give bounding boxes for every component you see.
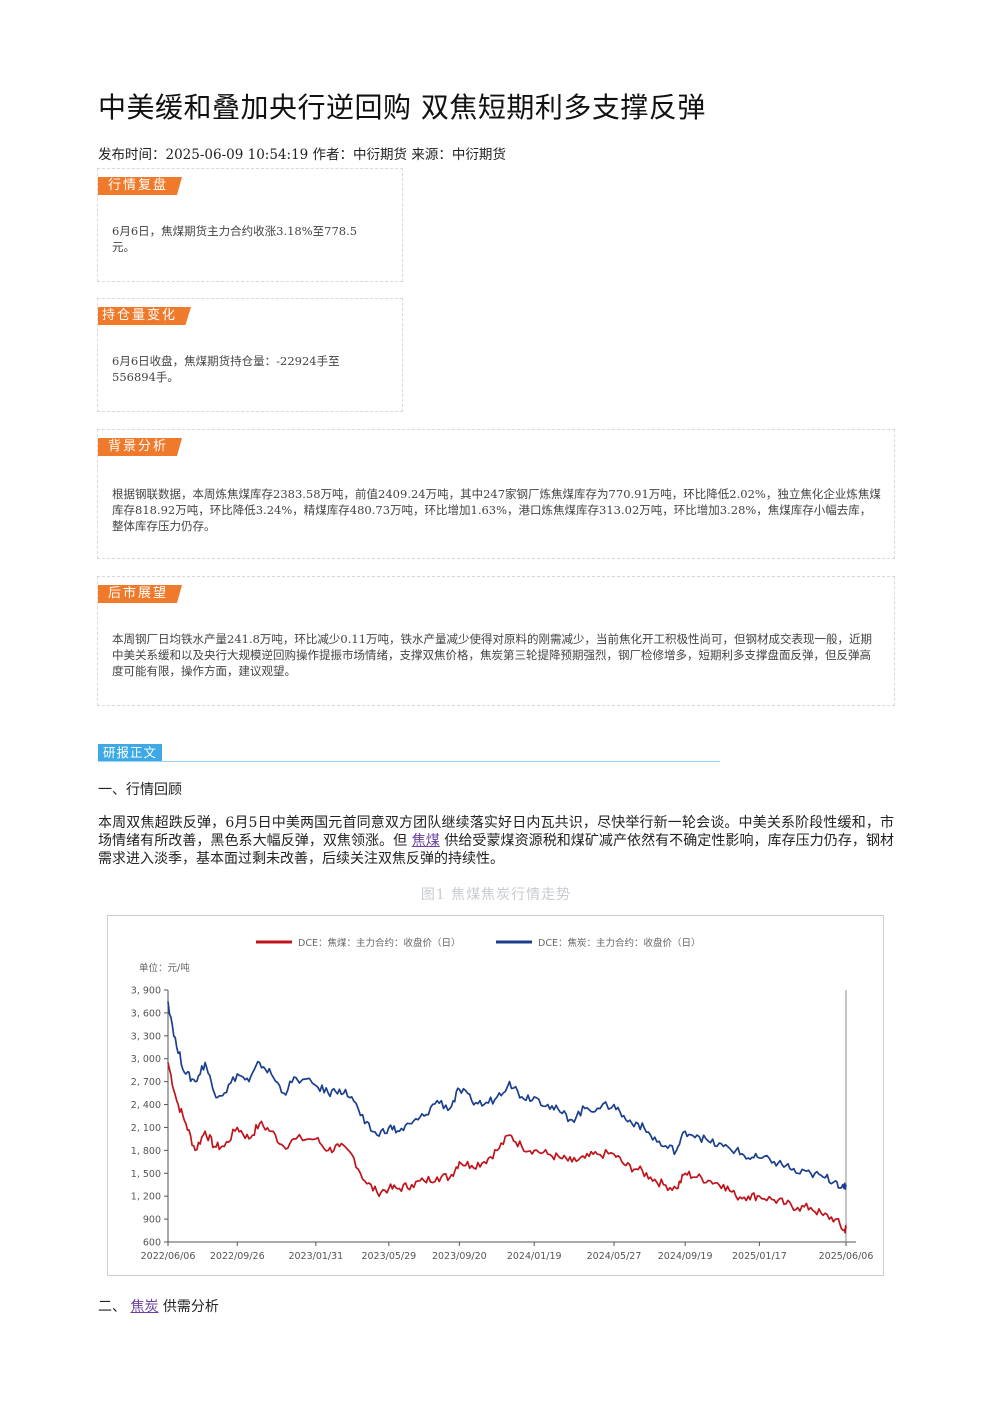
x-tick-label: 2024/09/19 bbox=[658, 1251, 713, 1262]
position-card: 持仓量变化 6月6日收盘，焦煤期货持仓量：-22924手至556894手。 bbox=[97, 298, 403, 412]
y-tick-label: 2, 100 bbox=[131, 1123, 161, 1134]
x-tick-label: 2024/05/27 bbox=[587, 1251, 642, 1262]
background-card: 背景分析 根据钢联数据，本周炼焦煤库存2383.58万吨，前值2409.24万吨… bbox=[97, 429, 895, 559]
y-tick-label: 3, 300 bbox=[131, 1031, 161, 1042]
figure-caption: 图1 焦煤焦炭行情走势 bbox=[420, 887, 572, 903]
coking-coal-link[interactable]: 焦煤 bbox=[411, 833, 440, 849]
background-text: 根据钢联数据，本周炼焦煤库存2383.58万吨，前值2409.24万吨，其中24… bbox=[112, 487, 881, 533]
legend-label: DCE：焦炭：主力合约：收盘价（日） bbox=[538, 937, 700, 949]
y-tick-label: 2, 700 bbox=[131, 1077, 161, 1088]
outlook-text: 本周钢厂日均铁水产量241.8万吨，环比减少0.11万吨，铁水产量减少使得对原料… bbox=[112, 632, 873, 678]
x-tick-label: 2023/09/20 bbox=[432, 1251, 487, 1262]
section2-suffix: 供需分析 bbox=[158, 1299, 219, 1315]
y-tick-label: 3, 600 bbox=[131, 1008, 161, 1019]
outlook-card: 后市展望 本周钢厂日均铁水产量241.8万吨，环比减少0.11万吨，铁水产量减少… bbox=[97, 576, 895, 706]
section2-prefix: 二、 bbox=[98, 1299, 131, 1315]
background-tag: 背景分析 bbox=[98, 438, 183, 456]
unit-label: 单位：元/吨 bbox=[139, 962, 190, 974]
review-paragraph: 本周双焦超跌反弹，6月5日中美两国元首同意双方团队继续落实好日内瓦共识，尽快举行… bbox=[98, 814, 894, 868]
y-tick-label: 600 bbox=[143, 1238, 161, 1249]
report-tag: 研报正文 bbox=[98, 744, 162, 761]
position-text: 6月6日收盘，焦煤期货持仓量：-22924手至556894手。 bbox=[112, 354, 340, 384]
outlook-tag: 后市展望 bbox=[98, 585, 183, 603]
y-tick-label: 1, 200 bbox=[131, 1192, 161, 1203]
review-tag: 行情复盘 bbox=[98, 177, 183, 195]
section2-heading: 二、 焦炭 供需分析 bbox=[98, 1296, 219, 1316]
x-tick-label: 2025/01/17 bbox=[732, 1251, 787, 1262]
x-tick-label: 2025/06/06 bbox=[819, 1251, 874, 1262]
y-tick-label: 1, 500 bbox=[131, 1169, 161, 1180]
price-chart-frame: DCE：焦煤：主力合约：收盘价（日） DCE：焦炭：主力合约：收盘价（日） 单位：元… bbox=[107, 915, 884, 1276]
price-chart: DCE：焦煤：主力合约：收盘价（日） DCE：焦炭：主力合约：收盘价（日） 单位：元… bbox=[131, 937, 874, 1262]
series-line-coke bbox=[167, 1001, 847, 1190]
y-tick-label: 1, 800 bbox=[131, 1146, 161, 1157]
x-tick-label: 2024/01/19 bbox=[507, 1251, 562, 1262]
review-text: 6月6日，焦煤期货主力合约收涨3.18%至778.5元。 bbox=[112, 224, 358, 254]
report-divider bbox=[98, 761, 720, 762]
y-tick-label: 3, 900 bbox=[131, 986, 161, 997]
article-meta: 发布时间：2025-06-09 10:54:19 作者：中衍期货 来源：中衍期货 bbox=[98, 147, 506, 163]
x-tick-label: 2023/05/29 bbox=[361, 1251, 416, 1262]
x-tick-label: 2022/06/06 bbox=[141, 1251, 196, 1262]
review-card: 行情复盘 6月6日，焦煤期货主力合约收涨3.18%至778.5元。 bbox=[97, 168, 403, 282]
y-tick-label: 2, 400 bbox=[131, 1100, 161, 1111]
position-tag: 持仓量变化 bbox=[98, 307, 192, 325]
para-text-before: 本周双焦超跌反弹，6月5日中美两国元首同意双方团队继续落实好日内瓦共识，尽快举行… bbox=[98, 815, 894, 849]
x-tick-label: 2022/09/26 bbox=[210, 1251, 265, 1262]
y-tick-label: 900 bbox=[143, 1215, 161, 1226]
coke-link[interactable]: 焦炭 bbox=[130, 1299, 159, 1315]
legend-label: DCE：焦煤：主力合约：收盘价（日） bbox=[298, 937, 460, 949]
section1-heading: 一、行情回顾 bbox=[98, 782, 182, 798]
y-tick-label: 3, 000 bbox=[131, 1054, 161, 1065]
x-tick-label: 2023/01/31 bbox=[288, 1251, 343, 1262]
series-line-coking-coal bbox=[167, 1062, 847, 1234]
article-title: 中美缓和叠加央行逆回购 双焦短期利多支撑反弹 bbox=[98, 91, 706, 124]
para-text-after: 供给受蒙煤资源税和煤矿减产依然有不确定性影响，库存压力仍存，钢材需求进入淡季，基… bbox=[98, 833, 894, 867]
